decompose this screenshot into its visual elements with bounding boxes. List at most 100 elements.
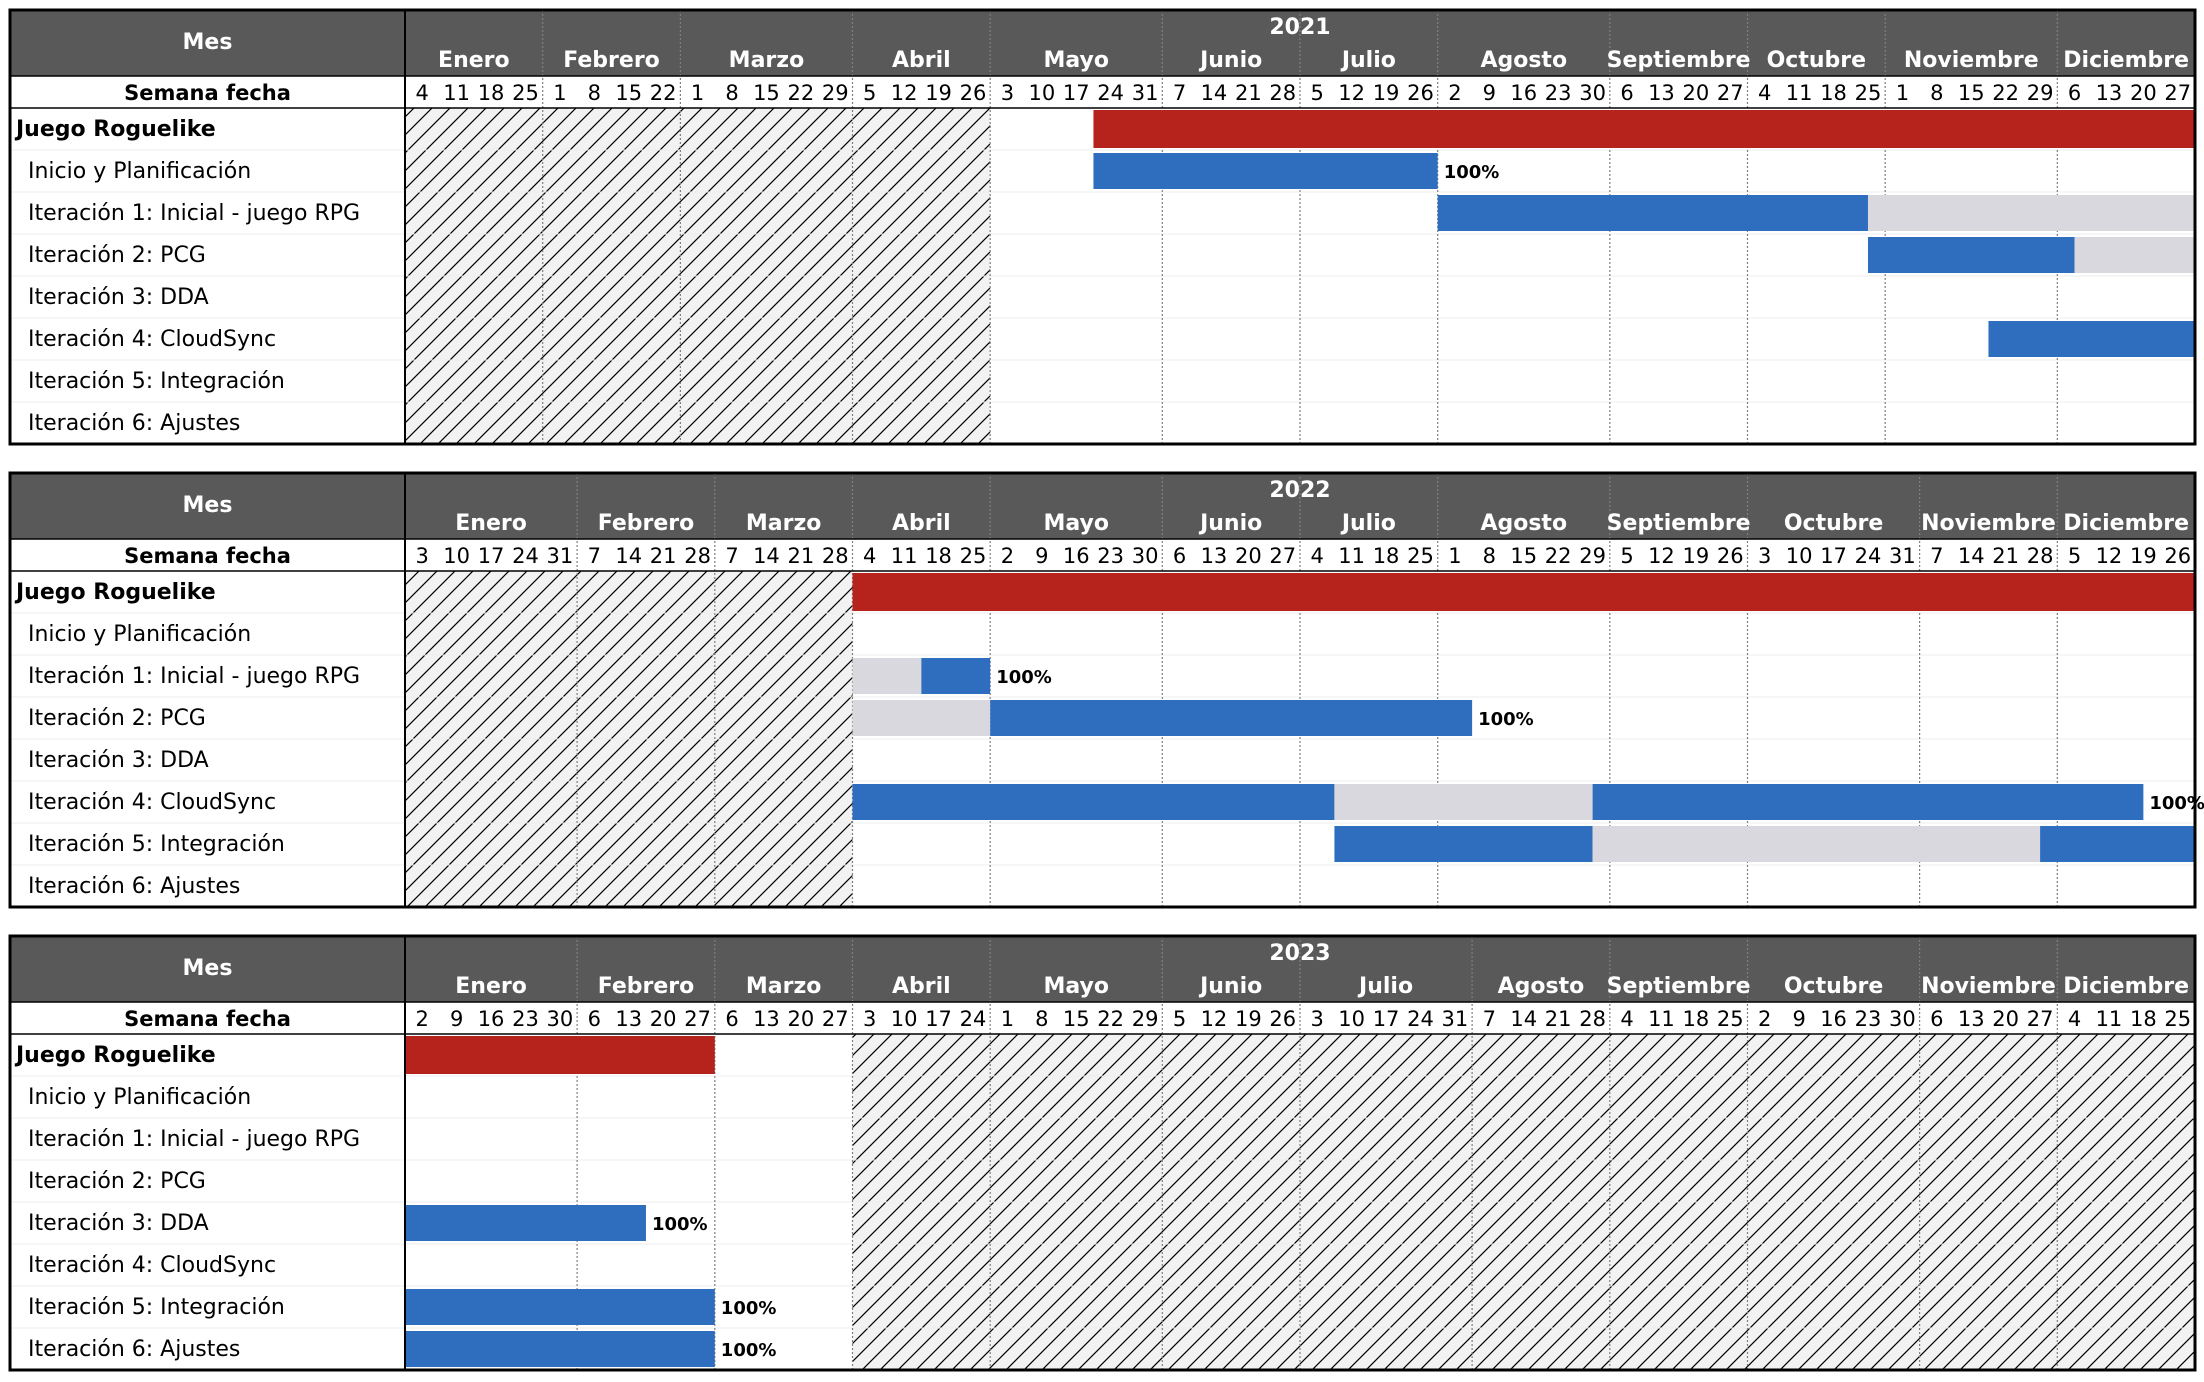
task-label: Iteración 1: Inicial - juego RPG [28, 1127, 360, 1152]
week-label: 10 [1786, 544, 1813, 568]
week-label: 22 [1545, 544, 1572, 568]
week-label: 3 [863, 1007, 876, 1031]
year-label: 2022 [1269, 478, 1330, 503]
progress-label: 100% [652, 1214, 708, 1235]
week-label: 16 [1063, 544, 1090, 568]
week-label: 23 [1097, 544, 1124, 568]
month-label: Febrero [598, 511, 695, 536]
gantt-bar-task [405, 1289, 715, 1325]
week-label: 13 [1958, 1007, 1985, 1031]
week-label: 7 [1930, 544, 1943, 568]
week-label: 3 [1758, 544, 1771, 568]
week-label: 10 [1028, 81, 1055, 105]
week-label: 1 [1896, 81, 1909, 105]
week-label: 10 [1338, 1007, 1365, 1031]
gantt-bar-task [1867, 237, 2075, 273]
week-label: 4 [1311, 544, 1324, 568]
week-label: 18 [1682, 1007, 1709, 1031]
week-label: 18 [2130, 1007, 2157, 1031]
week-label: 17 [1373, 1007, 1400, 1031]
week-label: 9 [1483, 81, 1496, 105]
week-label: 9 [450, 1007, 463, 1031]
week-label: 24 [960, 1007, 987, 1031]
week-label: 21 [650, 544, 677, 568]
gantt-bar-project [852, 573, 2195, 611]
gantt-bar-project [405, 1036, 715, 1074]
week-label: 4 [416, 81, 429, 105]
week-label: 8 [1930, 81, 1943, 105]
week-label: 14 [615, 544, 642, 568]
task-label: Iteración 6: Ajustes [28, 411, 240, 436]
gantt-bar-task [1093, 153, 1438, 189]
week-label: 12 [1648, 544, 1675, 568]
week-label: 5 [2068, 544, 2081, 568]
week-label: 2 [1758, 1007, 1771, 1031]
project-label: Juego Roguelike [14, 117, 216, 142]
week-label: 4 [863, 544, 876, 568]
week-label: 1 [691, 81, 704, 105]
week-label: 8 [1035, 1007, 1048, 1031]
week-label: 18 [1820, 81, 1847, 105]
week-row [10, 1002, 2195, 1034]
week-label: 30 [547, 1007, 574, 1031]
year-label: 2021 [1269, 15, 1330, 40]
week-label: 22 [650, 81, 677, 105]
month-label: Mayo [1043, 48, 1109, 73]
task-label: Iteración 3: DDA [28, 285, 209, 310]
week-label: 1 [1001, 1007, 1014, 1031]
week-label: 30 [1579, 81, 1606, 105]
month-label: Octubre [1784, 974, 1883, 999]
week-label: 7 [1173, 81, 1186, 105]
project-label: Juego Roguelike [14, 1043, 216, 1068]
mes-header: Mes [183, 493, 233, 518]
week-label: 4 [1758, 81, 1771, 105]
gantt-bar-pause [2074, 237, 2195, 273]
month-label: Febrero [563, 48, 660, 73]
header-band [10, 10, 2195, 76]
week-label: 11 [1338, 544, 1365, 568]
week-label: 6 [1173, 544, 1186, 568]
week-label: 29 [1132, 1007, 1159, 1031]
week-label: 26 [2164, 544, 2191, 568]
month-label: Noviembre [1921, 511, 2056, 536]
progress-label: 100% [1478, 709, 1534, 730]
week-label: 12 [891, 81, 918, 105]
task-label: Iteración 4: CloudSync [28, 327, 276, 352]
week-label: 22 [1992, 81, 2019, 105]
week-label: 3 [416, 544, 429, 568]
week-label: 28 [822, 544, 849, 568]
task-label: Inicio y Planificación [28, 159, 251, 184]
gantt-bar-task [405, 1205, 646, 1241]
week-label: 11 [1786, 81, 1813, 105]
week-label: 25 [1717, 1007, 1744, 1031]
week-label: 6 [2068, 81, 2081, 105]
month-label: Marzo [746, 511, 822, 536]
week-header: Semana fecha [124, 1007, 291, 1031]
week-label: 20 [650, 1007, 677, 1031]
month-label: Septiembre [1607, 511, 1751, 536]
task-label: Iteración 3: DDA [28, 748, 209, 773]
week-label: 7 [725, 544, 738, 568]
gantt-bar-task [2040, 826, 2195, 862]
task-label: Iteración 6: Ajustes [28, 874, 240, 899]
week-label: 30 [1132, 544, 1159, 568]
week-label: 4 [2068, 1007, 2081, 1031]
task-label: Iteración 5: Integración [28, 369, 285, 394]
mes-header: Mes [183, 956, 233, 981]
week-label: 26 [1717, 544, 1744, 568]
month-label: Noviembre [1904, 48, 2039, 73]
week-label: 8 [588, 81, 601, 105]
week-label: 13 [1201, 544, 1228, 568]
week-label: 17 [1063, 81, 1090, 105]
week-label: 20 [787, 1007, 814, 1031]
week-label: 27 [1269, 544, 1296, 568]
progress-label: 100% [721, 1298, 777, 1319]
task-label: Iteración 1: Inicial - juego RPG [28, 664, 360, 689]
week-label: 27 [822, 1007, 849, 1031]
month-label: Septiembre [1607, 974, 1751, 999]
gantt-bar-pause [1592, 826, 2041, 862]
week-label: 9 [1035, 544, 1048, 568]
week-label: 12 [1201, 1007, 1228, 1031]
week-label: 24 [1855, 544, 1882, 568]
